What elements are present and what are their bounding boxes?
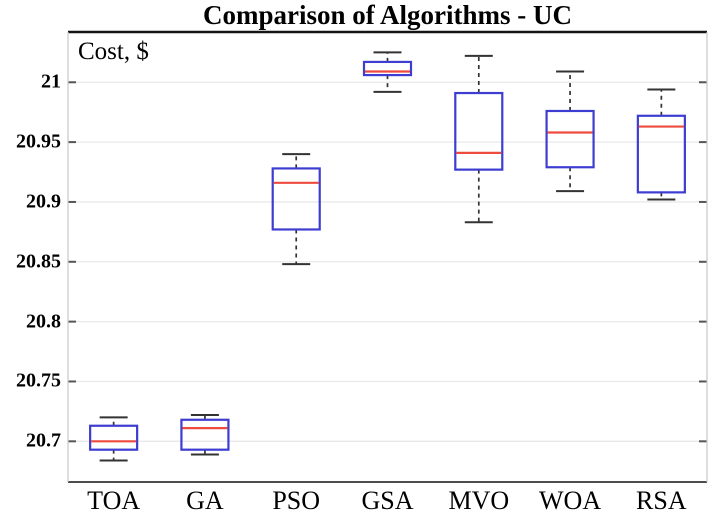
- x-category-label-RSA: RSA: [636, 486, 687, 515]
- x-category-label-MVO: MVO: [448, 486, 510, 515]
- box-MVO: [454, 91, 504, 171]
- x-category-label-WOA: WOA: [539, 486, 602, 515]
- box-GA: [180, 418, 230, 451]
- y-tick-label: 21: [41, 70, 61, 93]
- x-category-label-TOA: TOA: [87, 486, 141, 515]
- x-category-label-PSO: PSO: [272, 486, 321, 515]
- y-axis-label: Cost, $: [78, 38, 149, 65]
- box-TOA: [89, 424, 139, 451]
- box-WOA: [545, 109, 595, 169]
- box-PSO: [271, 167, 321, 231]
- chart-title: Comparison of Algorithms - UC: [203, 0, 572, 30]
- y-tick-label: 20.9: [26, 190, 61, 213]
- box-GSA: [362, 60, 413, 77]
- y-tick-label: 20.7: [26, 429, 61, 452]
- y-tick-label: 20.95: [16, 130, 61, 153]
- x-category-label-GA: GA: [186, 486, 224, 515]
- y-tick-label: 20.8: [26, 310, 61, 333]
- y-tick-label: 20.85: [16, 250, 61, 273]
- y-tick-label: 20.75: [16, 369, 61, 392]
- x-category-label-GSA: GSA: [361, 486, 414, 515]
- box-RSA: [636, 114, 686, 194]
